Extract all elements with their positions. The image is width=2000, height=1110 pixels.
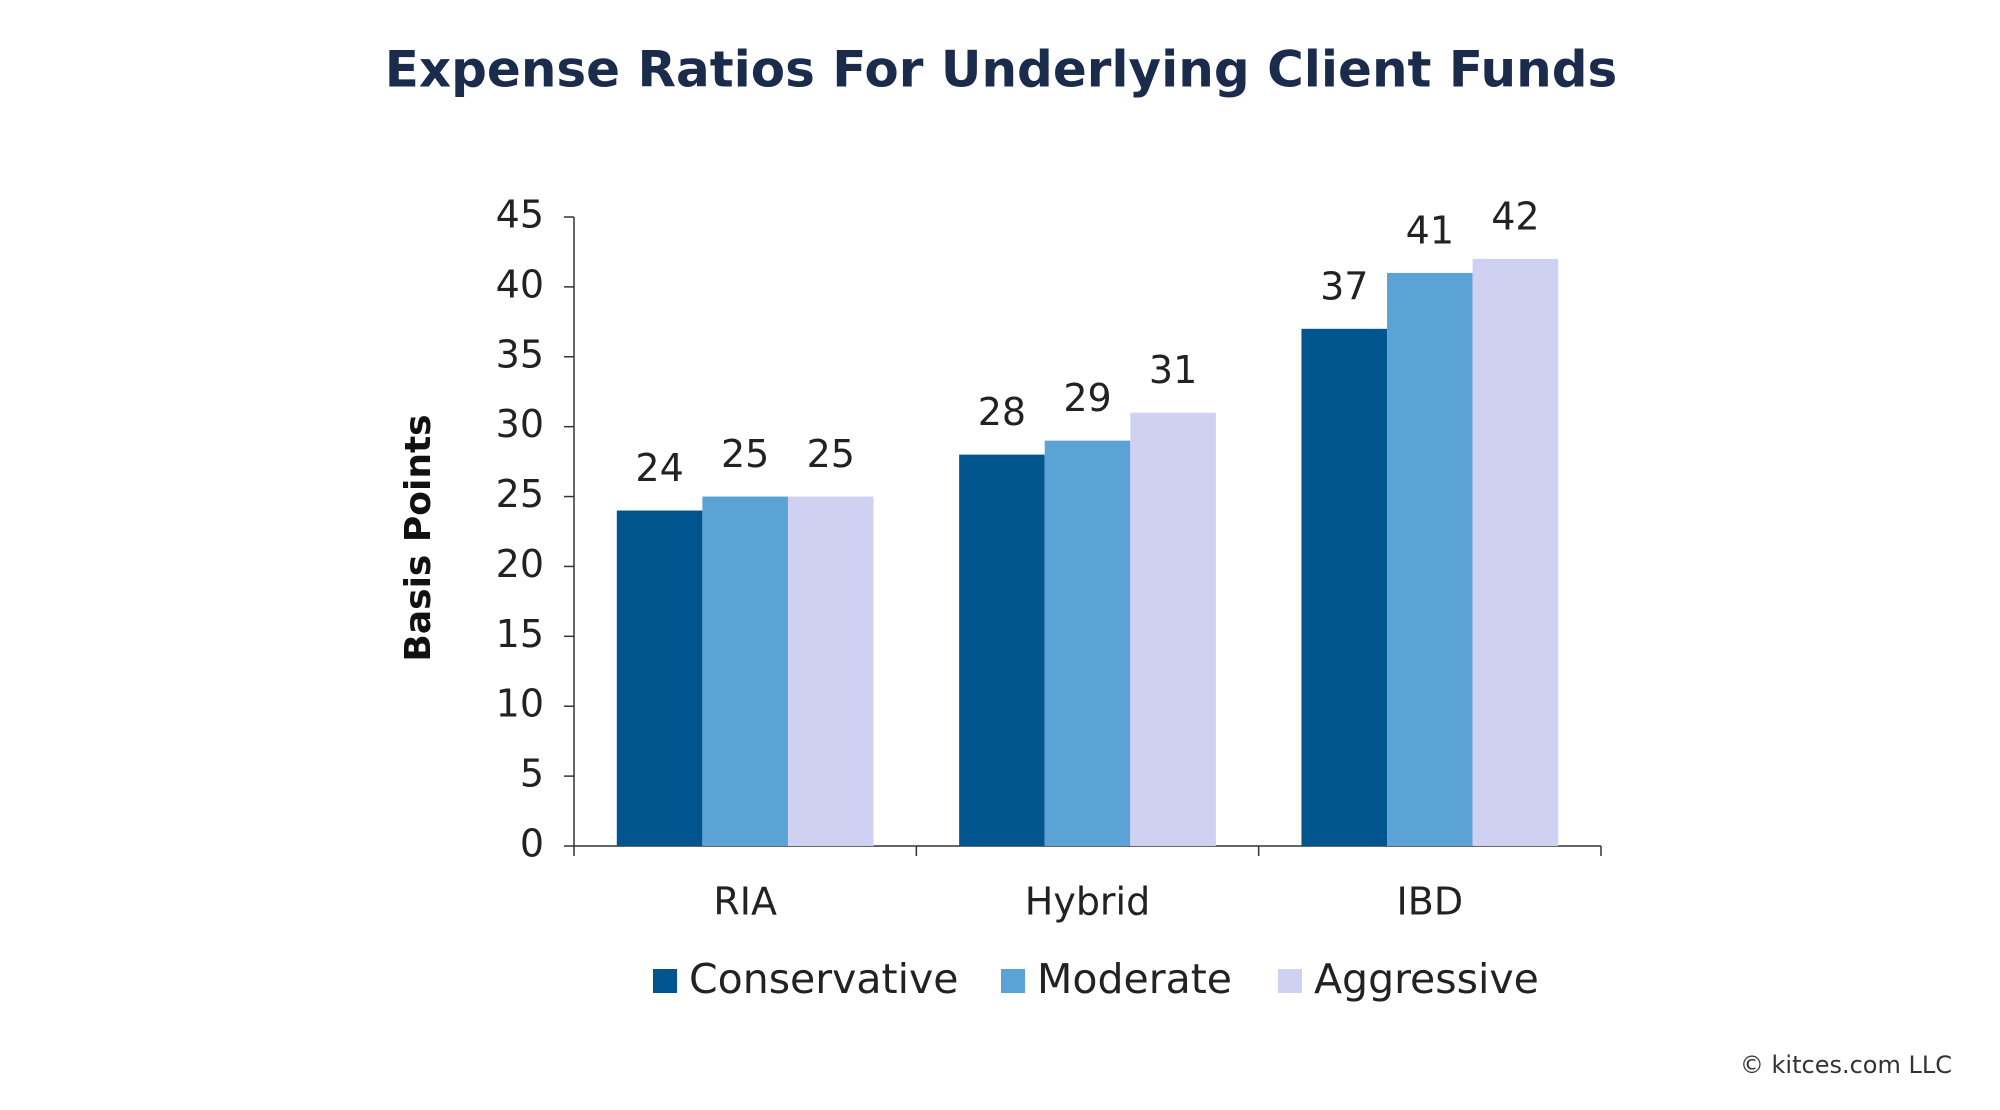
y-tick-label: 20: [496, 542, 544, 586]
y-axis-title: Basis Points: [398, 414, 439, 661]
legend-swatch: [1001, 969, 1025, 993]
y-tick-label: 30: [496, 402, 544, 446]
y-tick-label: 0: [520, 822, 544, 866]
value-label: 25: [721, 432, 769, 476]
bar: [1130, 412, 1216, 846]
bar: [1472, 258, 1559, 846]
x-tick-label: IBD: [1397, 880, 1464, 924]
legend-swatch: [1278, 969, 1302, 993]
x-tick-label: Hybrid: [1025, 880, 1151, 924]
y-tick-label: 40: [496, 262, 544, 306]
legend-swatch: [653, 969, 677, 993]
value-label: 28: [978, 390, 1026, 434]
bar: [616, 510, 703, 846]
bar: [1044, 440, 1131, 846]
y-tick-label: 45: [496, 193, 544, 237]
value-label: 42: [1491, 194, 1539, 238]
bar: [787, 496, 874, 846]
bar: [702, 496, 788, 846]
value-label: 37: [1320, 264, 1368, 308]
value-label: 31: [1149, 348, 1197, 392]
value-label: 25: [807, 432, 855, 476]
x-tick-label: RIA: [713, 880, 777, 924]
legend-label: Aggressive: [1314, 955, 1539, 1003]
value-label: 41: [1406, 208, 1454, 252]
source-note: © kitces.com LLC: [1740, 1051, 1952, 1079]
y-tick-label: 10: [496, 682, 544, 726]
y-tick-label: 25: [496, 472, 544, 516]
value-label: 24: [635, 446, 683, 490]
y-tick-label: 35: [496, 332, 544, 376]
value-label: 29: [1063, 376, 1111, 420]
bar: [1387, 272, 1473, 846]
legend-label: Conservative: [689, 955, 958, 1003]
chart-title: Expense Ratios For Underlying Client Fun…: [385, 41, 1618, 99]
legend-label: Moderate: [1037, 955, 1232, 1003]
bar: [959, 454, 1045, 846]
y-tick-label: 5: [520, 752, 544, 796]
bar: [1301, 328, 1388, 846]
y-tick-label: 15: [496, 612, 544, 656]
